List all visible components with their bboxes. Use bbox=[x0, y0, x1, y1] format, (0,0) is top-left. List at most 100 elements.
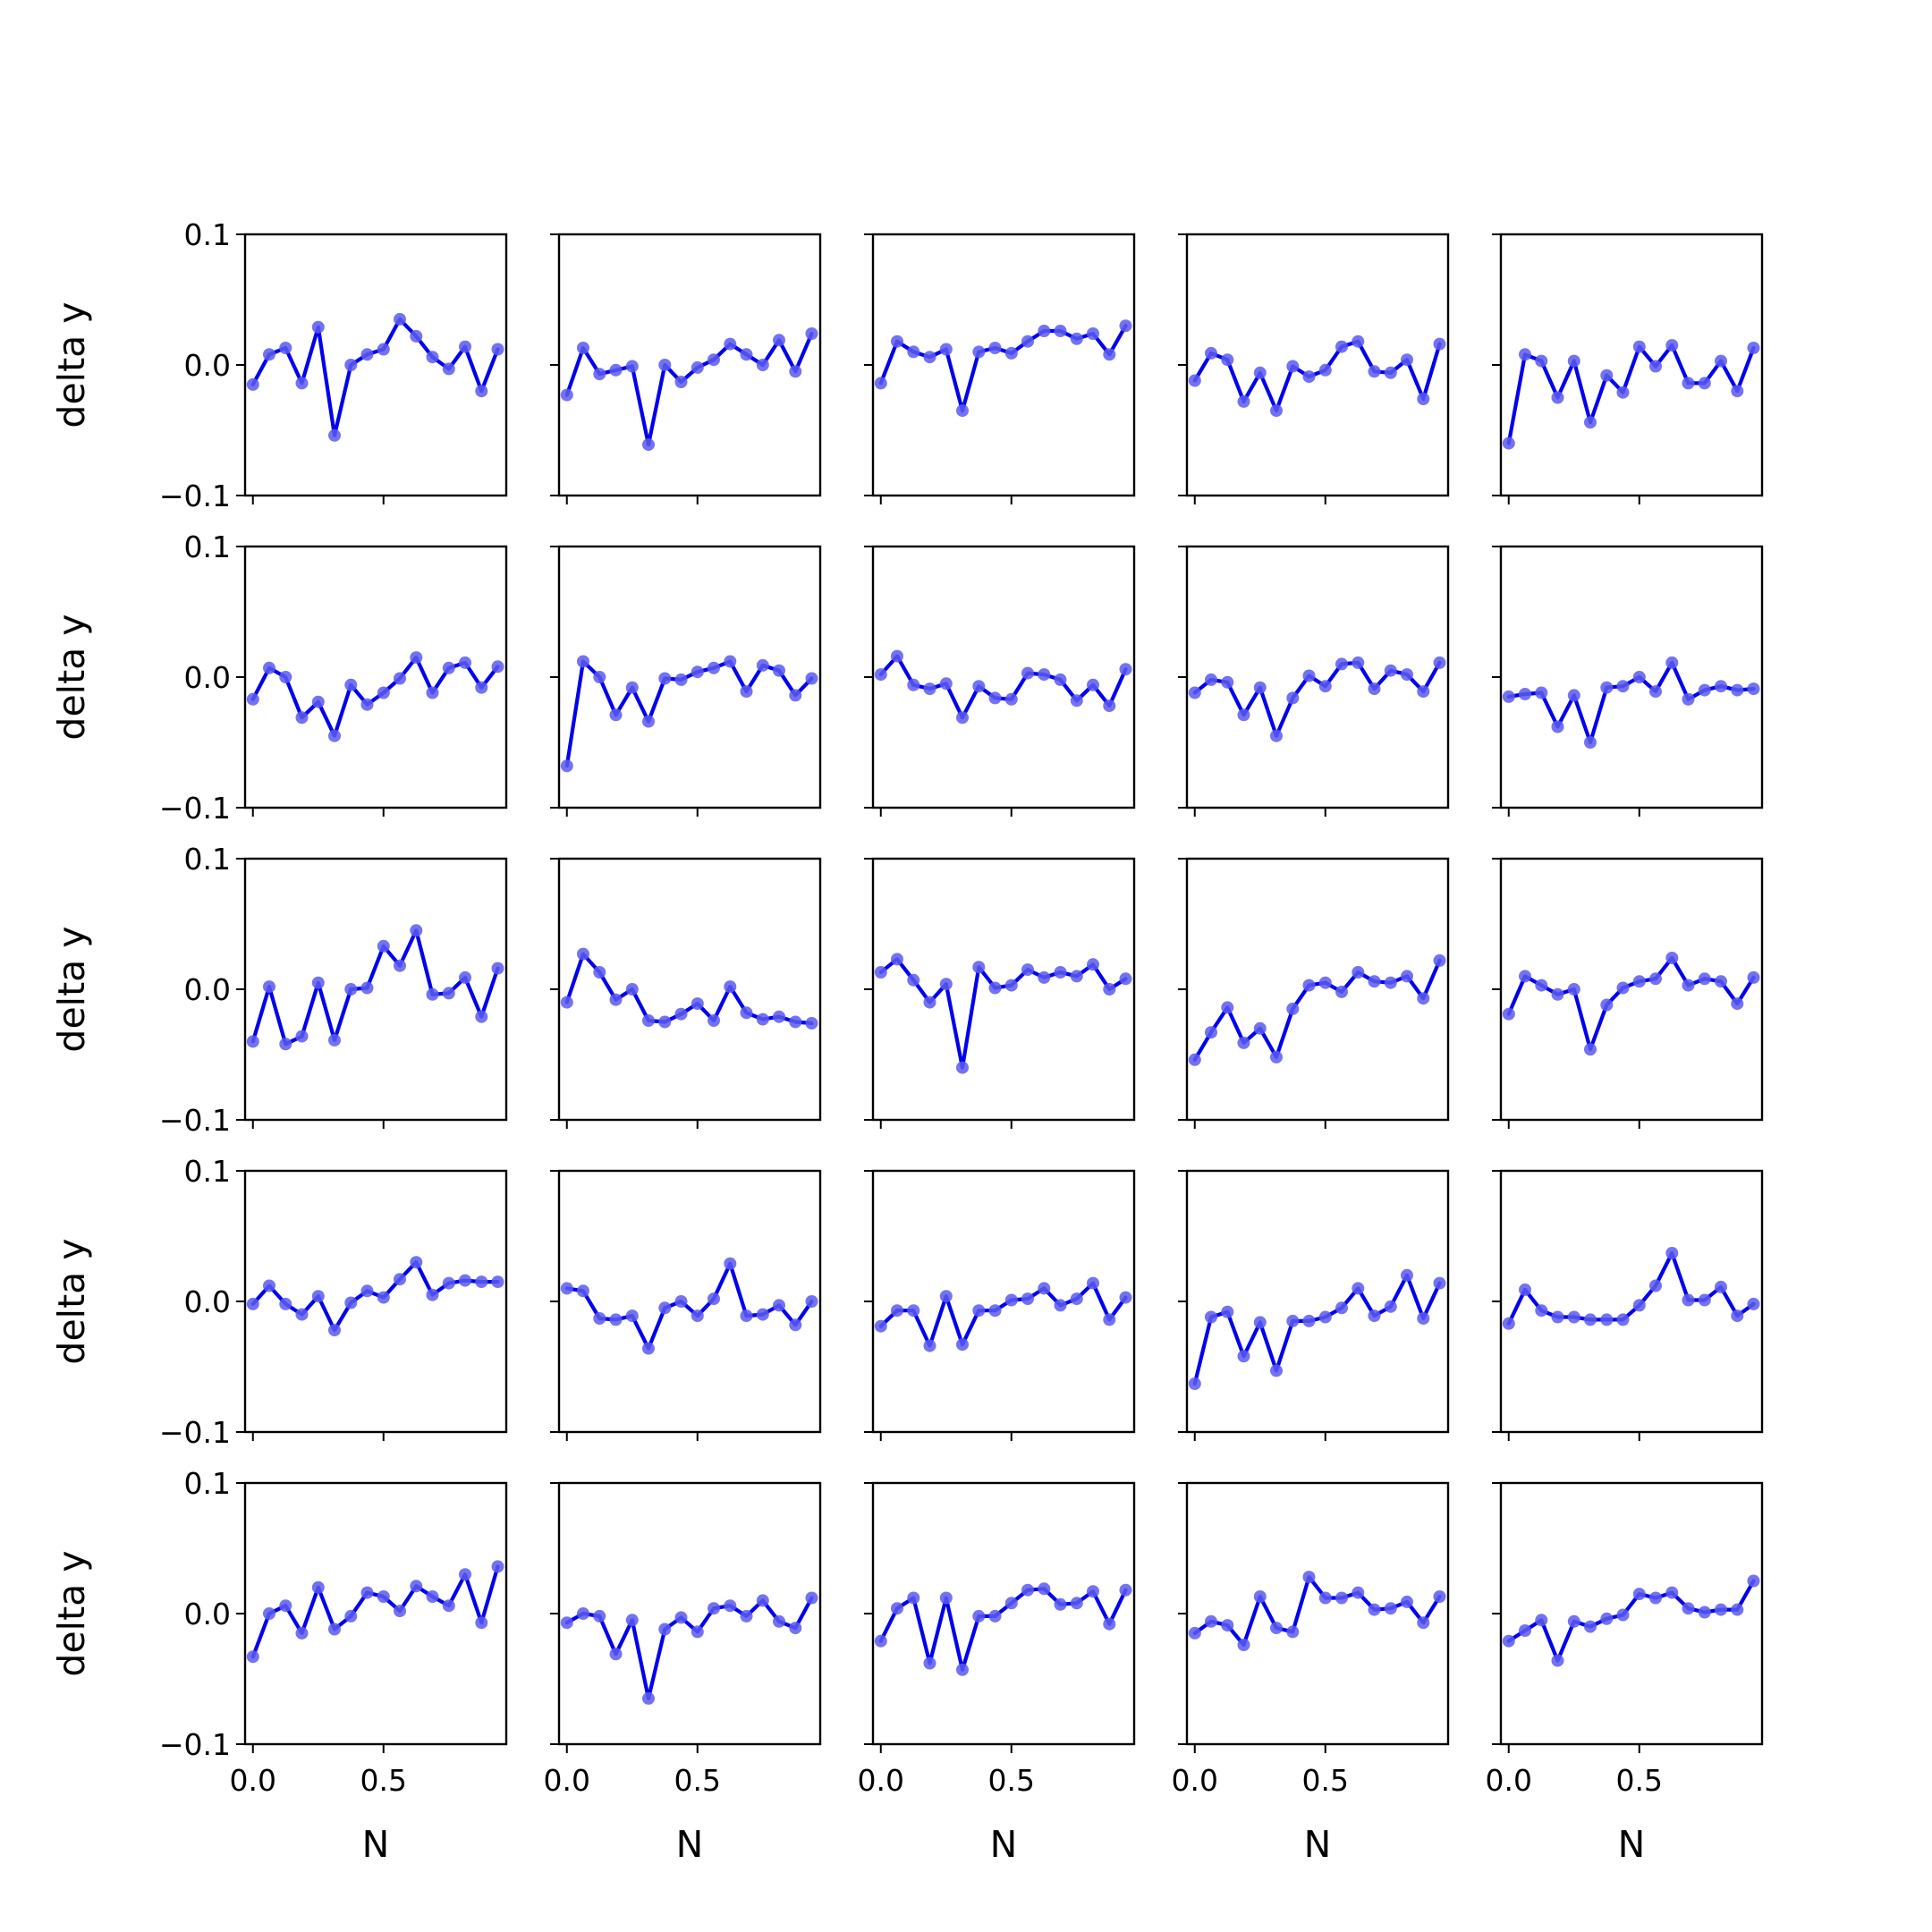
data-point bbox=[923, 996, 936, 1009]
data-point bbox=[724, 1257, 737, 1270]
data-point bbox=[1237, 1639, 1250, 1651]
data-point bbox=[1551, 720, 1564, 733]
subplot-r3-c2 bbox=[864, 1169, 1136, 1441]
data-point bbox=[1567, 1614, 1580, 1628]
data-point bbox=[756, 1594, 769, 1607]
subplot-r2-c1 bbox=[550, 857, 822, 1129]
data-point bbox=[773, 1614, 785, 1628]
data-point bbox=[1253, 366, 1267, 379]
data-point bbox=[1535, 1304, 1548, 1318]
data-point bbox=[1237, 394, 1250, 408]
data-point bbox=[442, 661, 455, 674]
data-point bbox=[891, 335, 903, 348]
series-line bbox=[878, 654, 1128, 720]
data-point bbox=[1747, 342, 1760, 354]
data-point bbox=[1302, 979, 1316, 992]
data-point bbox=[956, 711, 969, 724]
data-point bbox=[1698, 1293, 1711, 1307]
y-tick-label: 0.0 bbox=[184, 1284, 231, 1319]
series-line bbox=[878, 957, 1128, 1070]
data-point bbox=[674, 376, 688, 388]
data-point bbox=[1632, 671, 1646, 683]
data-point bbox=[295, 377, 309, 390]
data-point bbox=[907, 345, 920, 359]
data-point bbox=[1535, 686, 1548, 699]
data-point bbox=[1616, 1313, 1630, 1326]
data-point bbox=[625, 1614, 639, 1627]
data-point bbox=[1302, 1314, 1316, 1327]
data-point bbox=[1731, 385, 1744, 398]
data-point bbox=[1616, 1608, 1630, 1622]
data-point bbox=[1649, 1591, 1662, 1605]
data-point bbox=[1270, 1622, 1283, 1635]
data-point bbox=[263, 661, 275, 674]
data-point bbox=[988, 691, 1002, 705]
data-point bbox=[279, 1297, 292, 1310]
y-tick-label: −0.1 bbox=[159, 1415, 231, 1450]
data-point bbox=[1221, 353, 1234, 367]
data-point bbox=[724, 337, 737, 351]
data-point bbox=[1237, 1036, 1250, 1049]
data-point bbox=[1253, 1316, 1267, 1329]
subplot-r4-c1: 0.0 0.5 N bbox=[544, 1481, 822, 1866]
data-point bbox=[1004, 1293, 1018, 1307]
data-point bbox=[1054, 1597, 1067, 1611]
data-point bbox=[1600, 369, 1614, 382]
data-point bbox=[972, 345, 986, 359]
series-line bbox=[250, 928, 500, 1046]
data-point bbox=[1021, 963, 1034, 977]
data-point bbox=[1286, 691, 1300, 705]
data-point bbox=[1368, 1309, 1381, 1323]
data-point bbox=[1567, 983, 1580, 996]
series-line bbox=[1192, 1574, 1442, 1648]
data-point bbox=[246, 1035, 259, 1048]
data-point bbox=[1698, 1606, 1711, 1619]
data-point bbox=[1551, 1654, 1564, 1667]
data-point bbox=[1070, 1292, 1083, 1306]
data-point bbox=[1698, 377, 1711, 390]
data-point bbox=[1070, 332, 1083, 345]
data-point bbox=[311, 976, 325, 989]
data-point bbox=[1433, 1590, 1446, 1603]
data-point bbox=[1731, 997, 1744, 1011]
subplot-r1-c1 bbox=[550, 545, 822, 817]
data-point bbox=[674, 673, 688, 686]
series-line bbox=[250, 1260, 500, 1333]
data-point bbox=[956, 1061, 969, 1074]
data-point bbox=[1433, 337, 1446, 351]
data-point bbox=[410, 924, 423, 937]
data-point bbox=[609, 1313, 623, 1326]
data-point bbox=[740, 1609, 753, 1623]
data-point bbox=[1384, 1602, 1397, 1615]
data-point bbox=[279, 1599, 292, 1613]
subplot-r4-c4: 0.0 0.5 N bbox=[1486, 1481, 1764, 1866]
data-point bbox=[279, 671, 292, 683]
x-axis-label: N bbox=[1618, 1823, 1646, 1866]
data-point bbox=[1682, 377, 1695, 390]
subplot-r1-c3 bbox=[1178, 545, 1450, 817]
data-point bbox=[1302, 669, 1316, 682]
x-tick-label: 0.0 bbox=[230, 1763, 276, 1798]
data-point bbox=[1221, 1619, 1234, 1632]
data-point bbox=[1205, 1026, 1217, 1039]
data-point bbox=[1286, 360, 1300, 373]
data-point bbox=[1584, 736, 1597, 749]
data-point bbox=[593, 671, 606, 683]
data-point bbox=[442, 987, 455, 1000]
data-point bbox=[246, 377, 259, 391]
data-point bbox=[1715, 680, 1727, 693]
data-point bbox=[1221, 675, 1234, 689]
data-point bbox=[1205, 346, 1217, 360]
subplot-r3-c4 bbox=[1492, 1169, 1764, 1441]
data-point bbox=[1502, 1007, 1515, 1021]
data-point bbox=[1551, 391, 1564, 404]
data-point bbox=[1270, 404, 1283, 418]
data-point bbox=[560, 388, 573, 402]
data-point bbox=[1318, 1310, 1332, 1324]
data-point bbox=[1335, 657, 1348, 671]
data-point bbox=[972, 961, 986, 974]
data-point bbox=[1698, 683, 1711, 697]
y-tick-label: 0.0 bbox=[184, 660, 231, 695]
